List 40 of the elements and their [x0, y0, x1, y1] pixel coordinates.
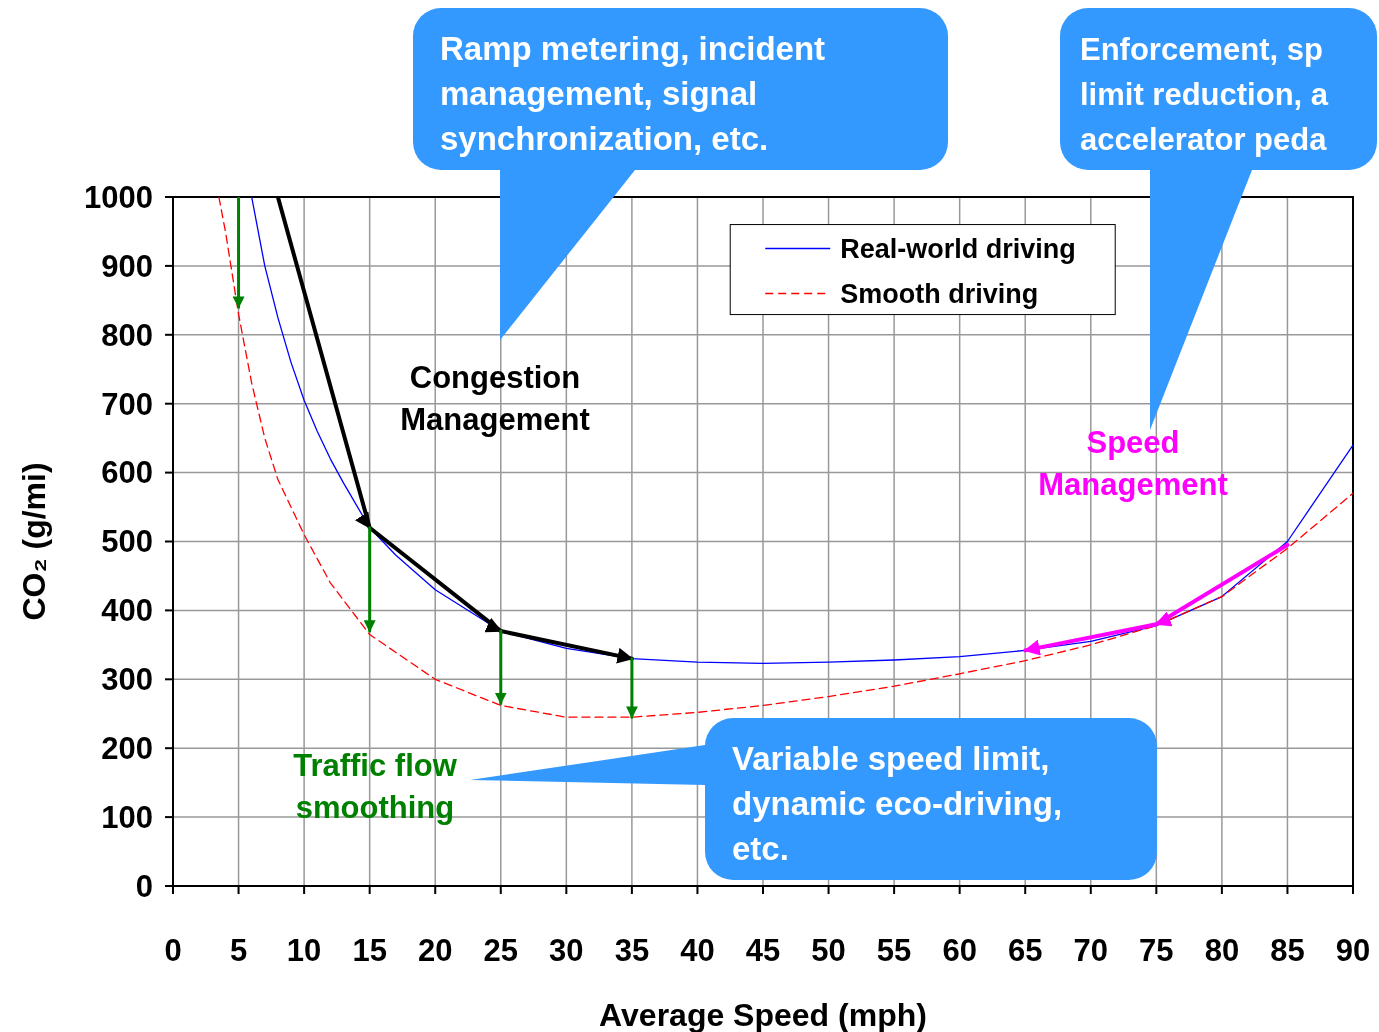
- x-tick-label: 75: [1139, 933, 1174, 968]
- y-tick-label: 100: [101, 799, 153, 835]
- y-tick-label: 200: [101, 731, 153, 767]
- x-tick-label: 10: [286, 933, 322, 968]
- text: Enforcement, sp limit reduction, a accelerator peda: [1080, 32, 1329, 157]
- x-tick-label: 60: [942, 933, 977, 968]
- x-tick-label: 70: [1073, 933, 1109, 968]
- x-tick-label: 5: [229, 933, 248, 968]
- x-tick-label: 45: [745, 933, 781, 968]
- y-tick-label: 500: [101, 524, 153, 560]
- annotation: Traffic flow smoothing: [293, 748, 458, 825]
- y-tick-label: 700: [101, 386, 153, 422]
- y-tick-label: 400: [101, 593, 153, 629]
- x-axis-title: Average Speed (mph): [599, 997, 927, 1032]
- x-tick-label: 30: [549, 933, 584, 968]
- x-tick-label: 85: [1270, 933, 1305, 968]
- x-tick-label: 50: [811, 933, 846, 968]
- legend-label: Smooth driving: [840, 279, 1039, 310]
- annotation: Variable speed limit, dynamic eco-driving, etc.: [732, 740, 1063, 867]
- x-tick-label: 20: [417, 933, 453, 968]
- x-tick-label: 65: [1007, 933, 1043, 968]
- annotation: Speed Management: [1038, 425, 1228, 502]
- y-tick-label: 1000: [84, 179, 153, 215]
- y-tick-label: 300: [101, 662, 153, 698]
- text: Ramp metering, incident management, signal synchronization, etc.: [440, 30, 826, 157]
- x-tick-label: 0: [164, 933, 182, 968]
- x-tick-label: 55: [876, 933, 912, 968]
- x-tick-label: 90: [1335, 933, 1371, 968]
- y-tick-label: 800: [101, 317, 153, 353]
- x-tick-label: 35: [614, 933, 650, 968]
- x-tick-label: 80: [1204, 933, 1240, 968]
- y-tick-label: 900: [101, 248, 153, 284]
- x-tick-label: 40: [680, 933, 715, 968]
- y-axis-title: CO₂ (g/mi): [16, 462, 52, 621]
- x-tick-label: 25: [483, 933, 519, 968]
- legend-label: Real-world driving: [840, 234, 1076, 265]
- x-tick-label: 15: [352, 933, 387, 968]
- y-tick-label: 600: [101, 455, 153, 491]
- y-tick-label: 0: [135, 868, 153, 904]
- annotation: Congestion Management: [400, 360, 590, 437]
